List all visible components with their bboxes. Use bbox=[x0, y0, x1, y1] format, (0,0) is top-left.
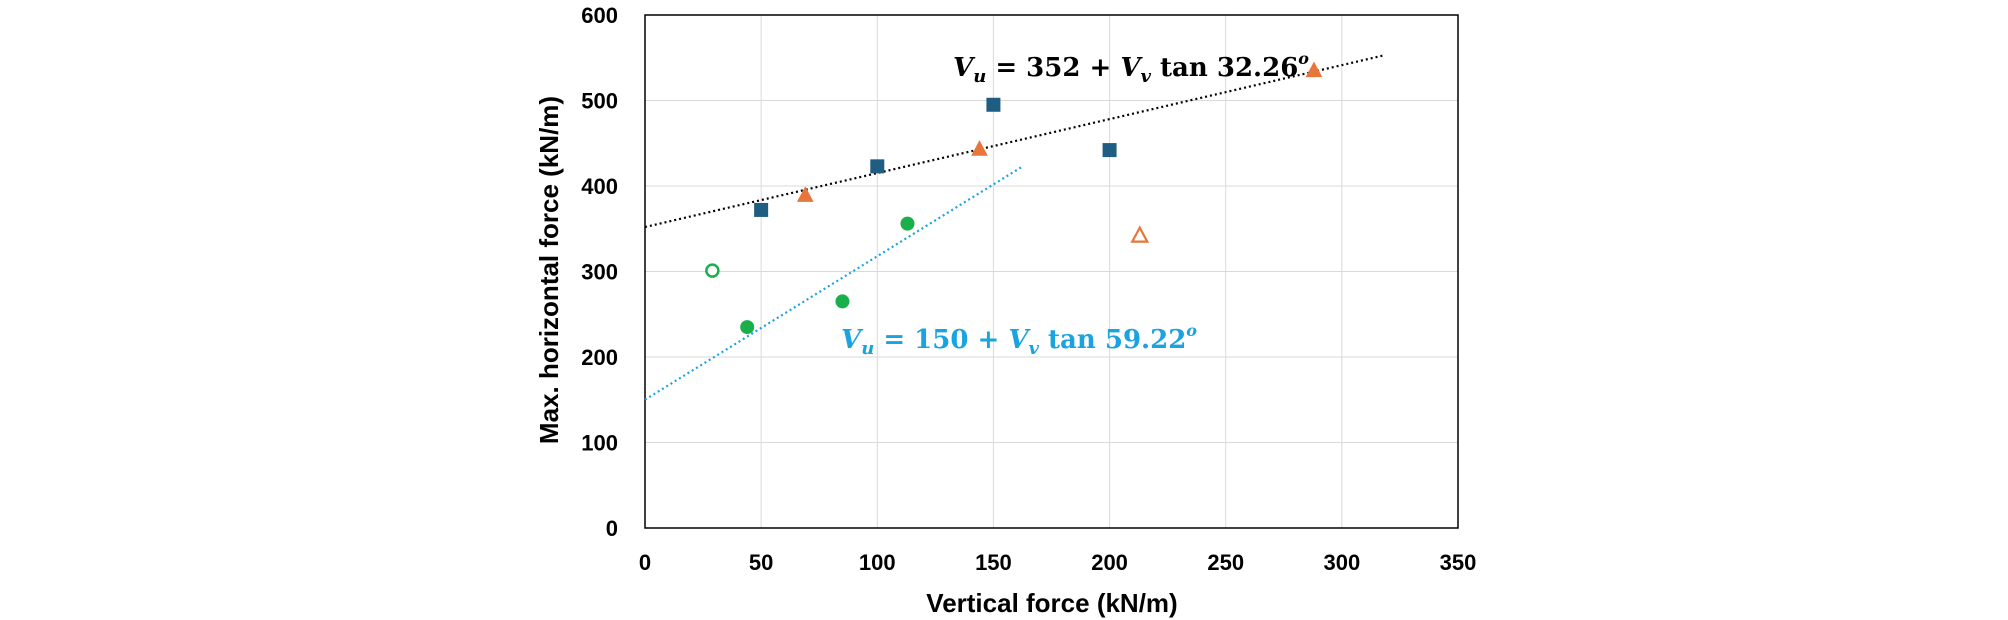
x-tick-label: 350 bbox=[1440, 550, 1477, 575]
data-point-squares bbox=[986, 97, 1001, 112]
eq-upper-mid: = 352 + bbox=[986, 53, 1120, 83]
x-axis-title: Vertical force (kN/m) bbox=[926, 588, 1177, 618]
eq-lower-lhs: V bbox=[841, 325, 864, 355]
trendlines bbox=[644, 54, 1384, 401]
data-point-squares bbox=[1102, 143, 1117, 158]
plot-area-frame bbox=[644, 14, 1459, 529]
data-point-triangles bbox=[971, 140, 988, 156]
y-tick-label: 100 bbox=[581, 431, 618, 456]
eq-upper-sup: o bbox=[1298, 49, 1309, 68]
y-axis-title: Max. horizontal force (kN/m) bbox=[534, 96, 564, 444]
data-point-squares bbox=[870, 159, 885, 174]
data-point-circles bbox=[835, 294, 850, 309]
x-tick-label: 100 bbox=[859, 550, 896, 575]
equation-upper-label: Vu = 352 + Vv tan 32.26o bbox=[953, 49, 1309, 87]
eq-upper-var-sub: v bbox=[1141, 66, 1152, 87]
eq-upper-lhs: V bbox=[953, 53, 976, 83]
trendline-fit-upper bbox=[644, 54, 1384, 229]
eq-lower-sup: o bbox=[1186, 321, 1197, 340]
x-tick-label: 250 bbox=[1207, 550, 1244, 575]
data-point-triangle-open bbox=[1130, 225, 1150, 243]
data-point-triangles bbox=[796, 186, 814, 202]
x-tick-label: 50 bbox=[749, 550, 773, 575]
eq-lower-lhs-sub: u bbox=[861, 338, 874, 359]
trendline-fit-lower bbox=[644, 164, 1025, 401]
eq-lower-var: V bbox=[1008, 325, 1031, 355]
x-tick-label: 150 bbox=[975, 550, 1012, 575]
x-tick-label: 0 bbox=[639, 550, 651, 575]
y-tick-label: 600 bbox=[581, 3, 618, 28]
eq-lower-mid: = 150 + bbox=[874, 325, 1008, 355]
data-point-circles bbox=[740, 320, 755, 335]
eq-upper-lhs-sub: u bbox=[973, 66, 986, 87]
eq-lower-tail: tan 59.22 bbox=[1039, 325, 1186, 355]
data-markers bbox=[705, 61, 1323, 335]
eq-upper-tail: tan 32.26 bbox=[1151, 53, 1298, 83]
eq-upper-var: V bbox=[1120, 53, 1143, 83]
x-axis-ticks: 0 50 100 150 200 250 300 350 bbox=[639, 550, 1476, 575]
y-axis-ticks: 0 100 200 300 400 500 600 bbox=[581, 3, 618, 541]
y-tick-label: 200 bbox=[581, 345, 618, 370]
y-tick-label: 0 bbox=[606, 516, 618, 541]
equation-lower-label: Vu = 150 + Vv tan 59.22o bbox=[841, 321, 1197, 359]
y-tick-label: 300 bbox=[581, 260, 618, 285]
x-tick-label: 300 bbox=[1323, 550, 1360, 575]
data-point-circles bbox=[900, 216, 915, 231]
x-tick-label: 200 bbox=[1091, 550, 1128, 575]
y-tick-label: 500 bbox=[581, 89, 618, 114]
y-tick-label: 400 bbox=[581, 174, 618, 199]
grid-lines bbox=[645, 15, 1458, 528]
data-point-triangles bbox=[1305, 61, 1323, 78]
data-point-squares bbox=[754, 202, 769, 217]
eq-lower-var-sub: v bbox=[1029, 338, 1040, 359]
data-point-circle-open bbox=[705, 263, 720, 278]
